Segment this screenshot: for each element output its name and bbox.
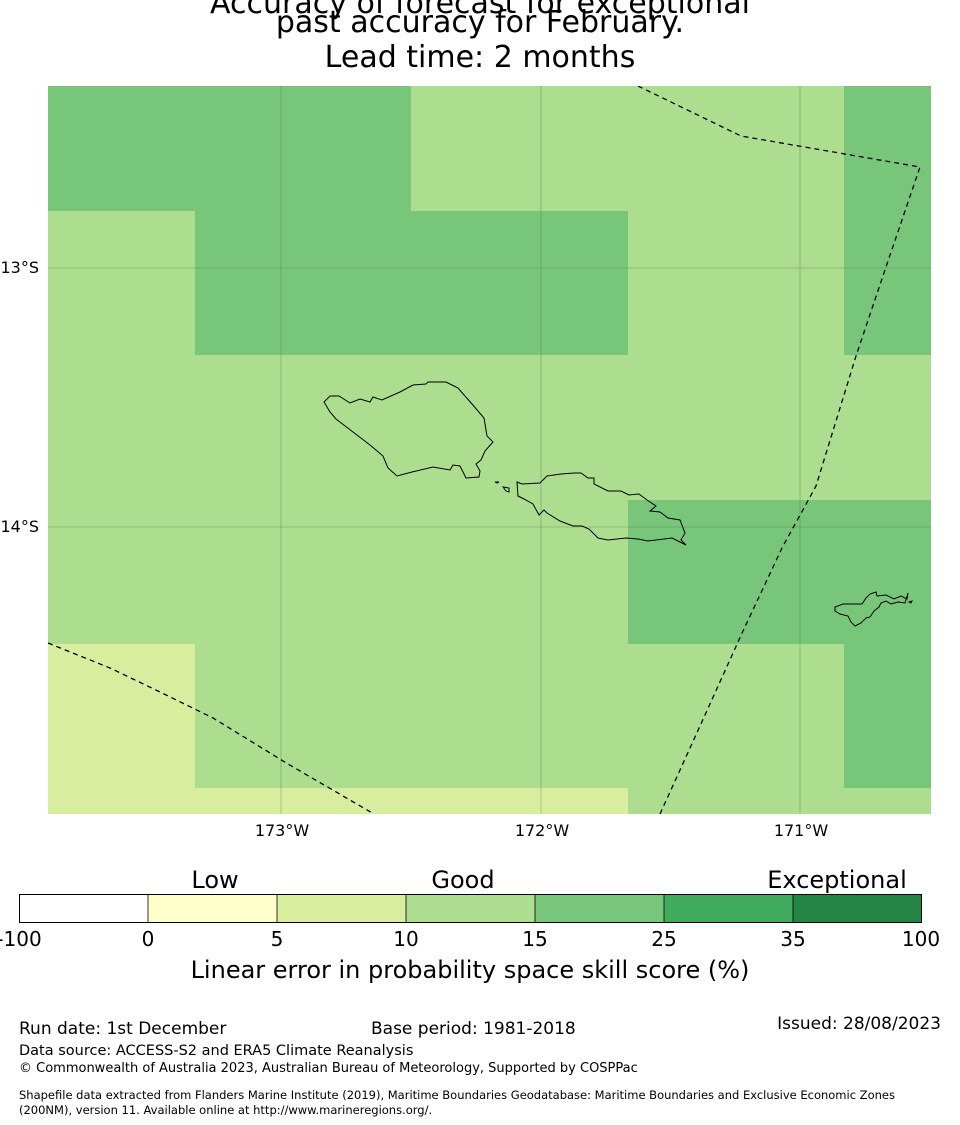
colorbar-segment [406,894,535,923]
colorbar-tick: 10 [393,927,419,951]
issued-date: Issued: 28/08/2023 [777,1014,941,1034]
map-title-line-2: past accuracy for February. [275,5,685,40]
colorbar-segment [148,894,277,923]
colorbar-tick: 100 [901,927,941,951]
skill-map-svg [48,86,931,814]
colorbar-segment [793,894,922,923]
skill-map [48,86,931,814]
island-manono [494,481,500,484]
skill-cell-15-25 [844,86,931,355]
island-savaii [323,381,494,479]
base-period: Base period: 1981-2018 [371,1019,576,1039]
shapefile-credit-line-1: Shapefile data extracted from Flanders M… [19,1088,895,1102]
eez-boundary-north-east [637,86,921,814]
colorbar-tick: 5 [270,927,284,951]
lon-label-172w: 172°W [514,821,570,840]
island-tutuila [834,591,909,627]
map-title-line-3: Lead time: 2 months [324,40,636,75]
skill-cell-5-10 [195,788,628,814]
skill-cell-5-10 [48,644,195,814]
skill-cell-15-25 [195,211,628,355]
lon-label-171w: 171°W [773,821,829,840]
colorbar-tick: -100 [0,927,42,951]
colorbar-tick: 0 [141,927,155,951]
colorbar-segment [19,894,148,923]
colorbar-segment [535,894,664,923]
legend-colorbar [19,894,922,923]
graticule [48,86,931,814]
shapefile-credit-line-2: (200NM), version 11. Available online at… [19,1103,433,1117]
copyright: © Commonwealth of Australia 2023, Austra… [19,1061,638,1076]
legend-category-good: Good [431,866,495,894]
skill-cell-15-25 [628,500,931,644]
lon-label-173w: 173°W [254,821,310,840]
skill-cell-15-25 [844,644,931,788]
lat-label-14s: 14°S [0,517,39,536]
colorbar-label: Linear error in probability space skill … [190,956,750,984]
colorbar-tick: 35 [780,927,806,951]
eez-boundary-south-west [48,642,375,814]
data-source: Data source: ACCESS-S2 and ERA5 Climate … [19,1043,414,1059]
map-title-line-1: Accuracy of forecast for exceptional [210,0,750,21]
colorbar-outline [19,894,922,923]
island-upolu [516,472,687,546]
run-date: Run date: 1st December [19,1019,227,1039]
colorbar-tick: 25 [651,927,677,951]
island-aunuu [907,600,913,604]
maritime-boundaries [48,86,921,814]
skill-cell-15-25 [48,86,411,211]
coastlines [323,381,913,627]
legend-category-low: Low [191,866,239,894]
colorbar-segment [277,894,406,923]
colorbar-tick: 15 [522,927,548,951]
legend-category-exceptional: Exceptional [767,866,907,894]
island-apolima [501,486,510,493]
colorbar-segment [664,894,793,923]
lat-label-13s: 13°S [0,258,39,277]
